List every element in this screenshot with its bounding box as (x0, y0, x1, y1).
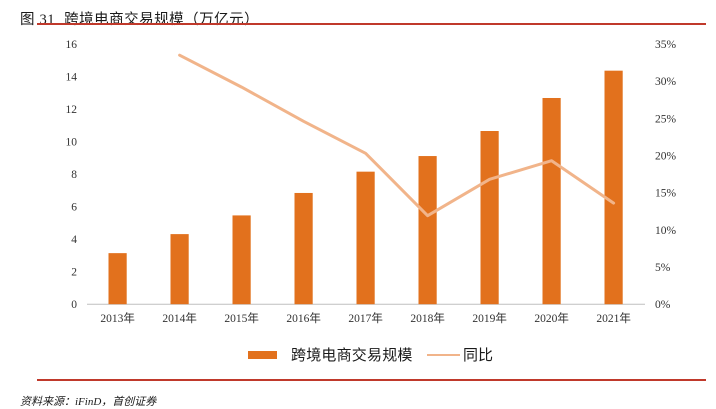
svg-text:2018年: 2018年 (410, 311, 445, 325)
svg-text:2019年: 2019年 (472, 311, 507, 325)
svg-text:30%: 30% (655, 76, 677, 88)
svg-text:2017年: 2017年 (348, 311, 383, 325)
svg-text:2016年: 2016年 (286, 311, 321, 325)
svg-text:14: 14 (66, 72, 78, 84)
svg-text:10%: 10% (655, 225, 677, 237)
svg-text:2014年: 2014年 (162, 311, 197, 325)
svg-text:6: 6 (71, 202, 77, 214)
svg-text:25%: 25% (655, 113, 677, 125)
svg-text:16: 16 (66, 39, 78, 51)
svg-text:2: 2 (71, 267, 77, 279)
svg-text:8: 8 (71, 169, 77, 181)
svg-text:5%: 5% (655, 262, 671, 274)
svg-text:10: 10 (66, 137, 78, 149)
svg-text:2021年: 2021年 (596, 311, 631, 325)
svg-text:0%: 0% (655, 299, 671, 311)
svg-text:0: 0 (71, 299, 77, 311)
svg-text:2013年: 2013年 (100, 311, 135, 325)
svg-text:20%: 20% (655, 151, 677, 163)
svg-text:35%: 35% (655, 39, 677, 51)
svg-text:12: 12 (66, 104, 78, 116)
svg-text:15%: 15% (655, 188, 677, 200)
svg-text:2020年: 2020年 (534, 311, 569, 325)
svg-text:2015年: 2015年 (224, 311, 259, 325)
svg-text:4: 4 (71, 234, 77, 246)
